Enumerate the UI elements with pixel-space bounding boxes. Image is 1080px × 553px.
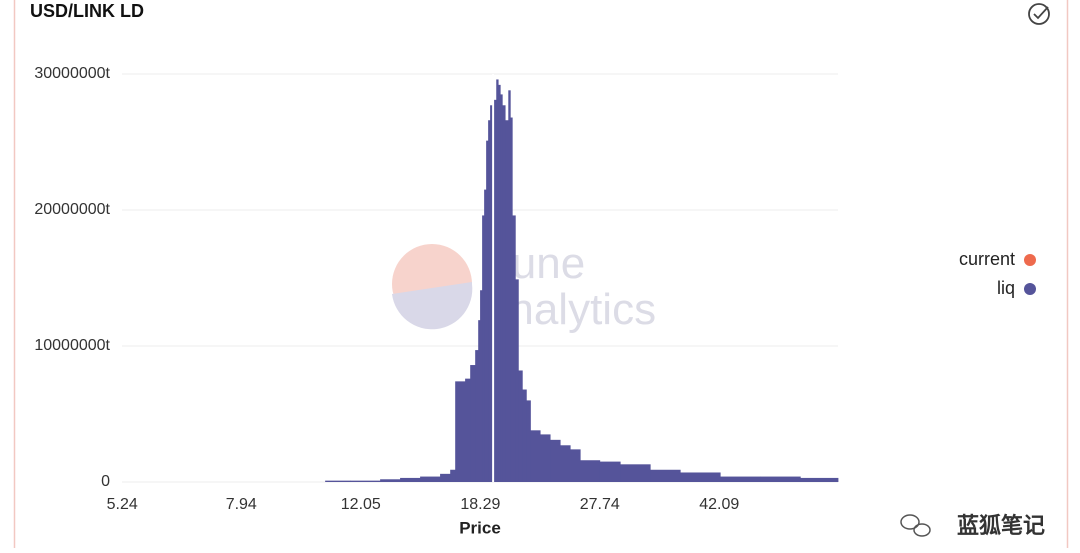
legend-marker — [1024, 283, 1036, 295]
bar — [350, 480, 381, 482]
bar — [420, 476, 441, 482]
x-tick-label: 5.24 — [107, 496, 138, 513]
bar — [325, 480, 351, 482]
bar — [570, 449, 581, 482]
x-tick-label: 42.09 — [699, 496, 739, 513]
chart-title: USD/LINK LD — [30, 1, 144, 21]
bar — [400, 477, 421, 482]
bar — [760, 476, 801, 482]
legend-label: liq — [997, 278, 1015, 298]
bar — [498, 84, 501, 482]
watermark-logo — [392, 244, 473, 330]
bar — [440, 473, 451, 482]
bar — [720, 476, 761, 482]
bar — [599, 461, 621, 482]
y-tick-label: 20000000t — [34, 201, 110, 218]
bar — [484, 189, 487, 482]
bar — [455, 381, 466, 482]
x-tick-label: 12.05 — [341, 496, 381, 513]
bar — [800, 477, 839, 482]
bar — [380, 479, 401, 482]
check-icon[interactable] — [1028, 3, 1050, 25]
bar — [530, 430, 541, 482]
x-tick-label: 7.94 — [226, 496, 257, 513]
bar — [680, 472, 721, 482]
y-tick-label: 0 — [101, 473, 110, 490]
bar — [496, 79, 499, 482]
bar — [470, 365, 476, 482]
y-tick-label: 10000000t — [34, 337, 110, 354]
bar — [505, 120, 509, 483]
bar — [508, 90, 511, 482]
x-axis-label: Price — [459, 518, 501, 537]
bar — [486, 140, 489, 482]
bar — [493, 99, 497, 482]
bar — [522, 389, 527, 482]
bar — [560, 445, 571, 482]
bar — [620, 464, 651, 482]
bar — [478, 320, 481, 482]
bar — [526, 400, 531, 482]
bar — [450, 469, 456, 482]
x-tick-label: 18.29 — [460, 496, 500, 513]
y-tick-label: 30000000t — [34, 65, 110, 82]
bar — [488, 120, 491, 483]
wechat-icon — [900, 514, 931, 537]
bar — [480, 290, 483, 482]
bar — [550, 439, 561, 482]
bar — [518, 370, 523, 482]
bar — [475, 350, 479, 482]
bar — [482, 215, 485, 482]
bar — [502, 105, 506, 482]
bar — [490, 105, 494, 482]
bar — [540, 434, 551, 482]
bar — [580, 460, 601, 482]
footer-watermark: 蓝狐笔记 — [957, 513, 1045, 538]
bar — [465, 378, 471, 482]
bar — [650, 469, 681, 482]
bar — [500, 94, 503, 483]
x-tick-label: 27.74 — [580, 496, 620, 513]
legend-label: current — [959, 249, 1015, 269]
bar — [510, 117, 513, 483]
legend-marker — [1024, 254, 1036, 266]
bar — [512, 215, 516, 482]
bar — [515, 279, 519, 482]
